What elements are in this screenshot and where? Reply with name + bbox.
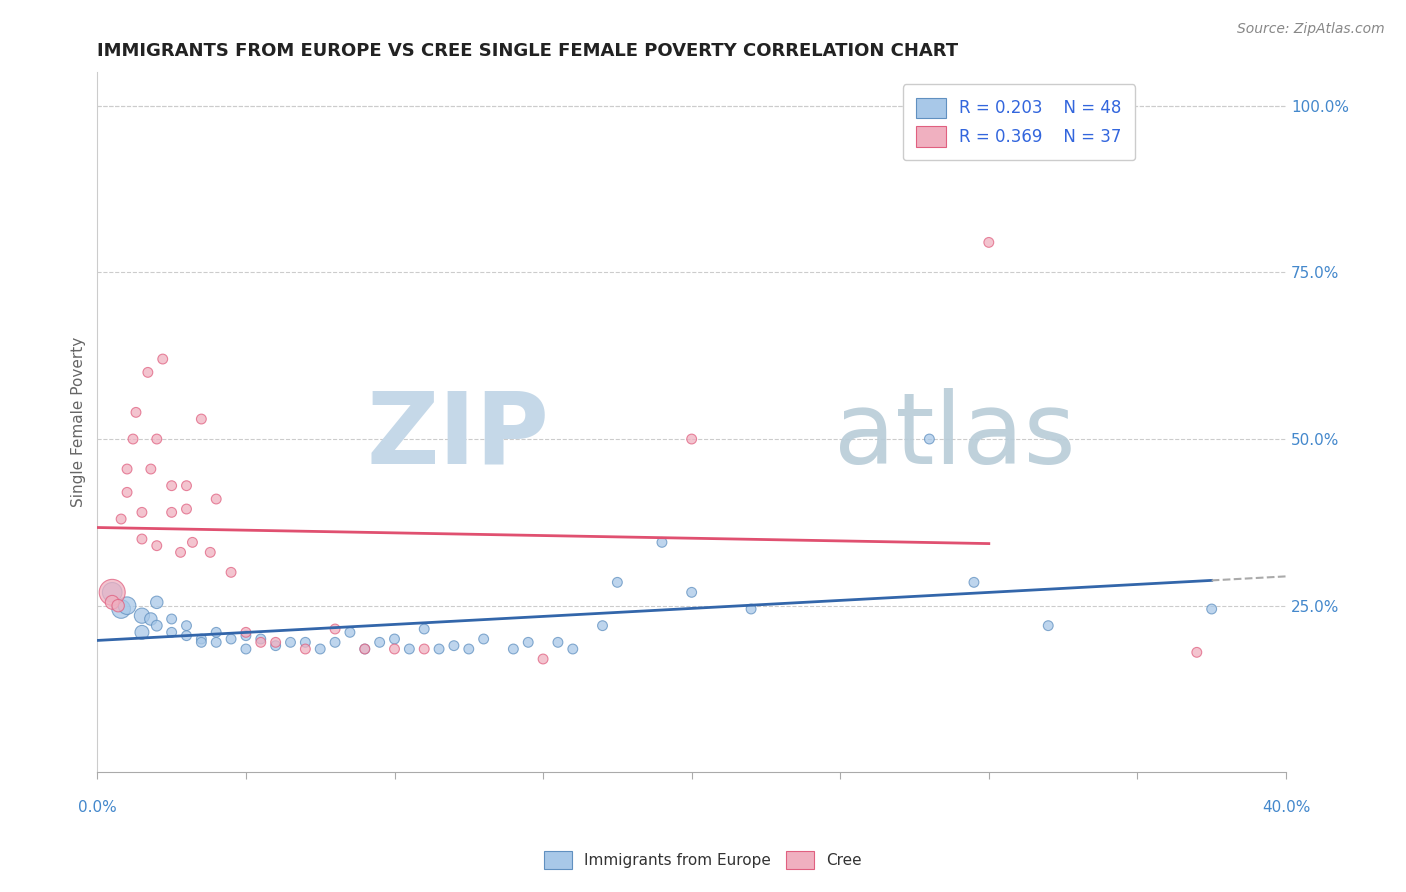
Point xyxy=(235,642,257,657)
Point xyxy=(249,635,271,649)
Point xyxy=(125,405,148,419)
Text: IMMIGRANTS FROM EUROPE VS CREE SINGLE FEMALE POVERTY CORRELATION CHART: IMMIGRANTS FROM EUROPE VS CREE SINGLE FE… xyxy=(97,42,959,60)
Point xyxy=(294,635,316,649)
Point xyxy=(353,642,375,657)
Point xyxy=(235,629,257,643)
Point xyxy=(152,352,174,367)
Point xyxy=(139,612,162,626)
Point xyxy=(294,642,316,657)
Point xyxy=(219,566,242,580)
Point xyxy=(517,635,540,649)
Point xyxy=(561,642,583,657)
Point xyxy=(146,595,169,609)
Point xyxy=(235,625,257,640)
Text: Source: ZipAtlas.com: Source: ZipAtlas.com xyxy=(1237,22,1385,37)
Point xyxy=(384,642,406,657)
Point xyxy=(443,639,465,653)
Point xyxy=(110,602,132,616)
Point xyxy=(176,502,198,516)
Point xyxy=(131,625,153,640)
Point xyxy=(1038,618,1060,632)
Point xyxy=(200,545,222,559)
Point xyxy=(457,642,479,657)
Point xyxy=(547,635,569,649)
Point xyxy=(146,432,169,446)
Point xyxy=(323,622,346,636)
Point xyxy=(309,642,332,657)
Point xyxy=(181,535,204,549)
Point xyxy=(413,622,436,636)
Point xyxy=(169,545,191,559)
Point xyxy=(472,632,495,646)
Point xyxy=(205,635,228,649)
Point xyxy=(264,639,287,653)
Point xyxy=(918,432,941,446)
Point xyxy=(146,539,169,553)
Legend: R = 0.203    N = 48, R = 0.369    N = 37: R = 0.203 N = 48, R = 0.369 N = 37 xyxy=(903,84,1135,160)
Point xyxy=(681,585,703,599)
Point xyxy=(101,585,124,599)
Point xyxy=(122,432,145,446)
Point xyxy=(160,625,183,640)
Point xyxy=(427,642,450,657)
Legend: Immigrants from Europe, Cree: Immigrants from Europe, Cree xyxy=(538,845,868,875)
Point xyxy=(115,485,138,500)
Point xyxy=(592,618,614,632)
Point xyxy=(176,629,198,643)
Point xyxy=(353,642,375,657)
Point xyxy=(249,632,271,646)
Point xyxy=(115,462,138,476)
Point xyxy=(651,535,673,549)
Point xyxy=(115,599,138,613)
Point xyxy=(339,625,361,640)
Point xyxy=(160,478,183,492)
Point xyxy=(219,632,242,646)
Point xyxy=(176,478,198,492)
Point xyxy=(1201,602,1223,616)
Point xyxy=(280,635,302,649)
Point xyxy=(1185,645,1208,659)
Point xyxy=(190,632,212,646)
Point xyxy=(131,505,153,519)
Point xyxy=(502,642,524,657)
Point xyxy=(323,635,346,649)
Point xyxy=(160,612,183,626)
Point xyxy=(963,575,986,590)
Point xyxy=(190,412,212,426)
Point xyxy=(413,642,436,657)
Point xyxy=(977,235,1000,250)
Point xyxy=(398,642,420,657)
Text: 40.0%: 40.0% xyxy=(1261,800,1310,815)
Point xyxy=(384,632,406,646)
Point xyxy=(160,505,183,519)
Point xyxy=(190,635,212,649)
Point xyxy=(606,575,628,590)
Text: 0.0%: 0.0% xyxy=(77,800,117,815)
Point xyxy=(139,462,162,476)
Point xyxy=(146,618,169,632)
Point xyxy=(531,652,554,666)
Point xyxy=(681,432,703,446)
Point xyxy=(107,599,129,613)
Point xyxy=(740,602,762,616)
Point xyxy=(264,635,287,649)
Point xyxy=(101,585,124,599)
Point xyxy=(131,608,153,623)
Text: atlas: atlas xyxy=(834,388,1076,485)
Point xyxy=(136,365,159,379)
Point xyxy=(368,635,391,649)
Point xyxy=(176,618,198,632)
Text: ZIP: ZIP xyxy=(366,388,548,485)
Y-axis label: Single Female Poverty: Single Female Poverty xyxy=(72,337,86,508)
Point xyxy=(110,512,132,526)
Point xyxy=(205,491,228,506)
Point xyxy=(131,532,153,546)
Point xyxy=(101,595,124,609)
Point xyxy=(205,625,228,640)
